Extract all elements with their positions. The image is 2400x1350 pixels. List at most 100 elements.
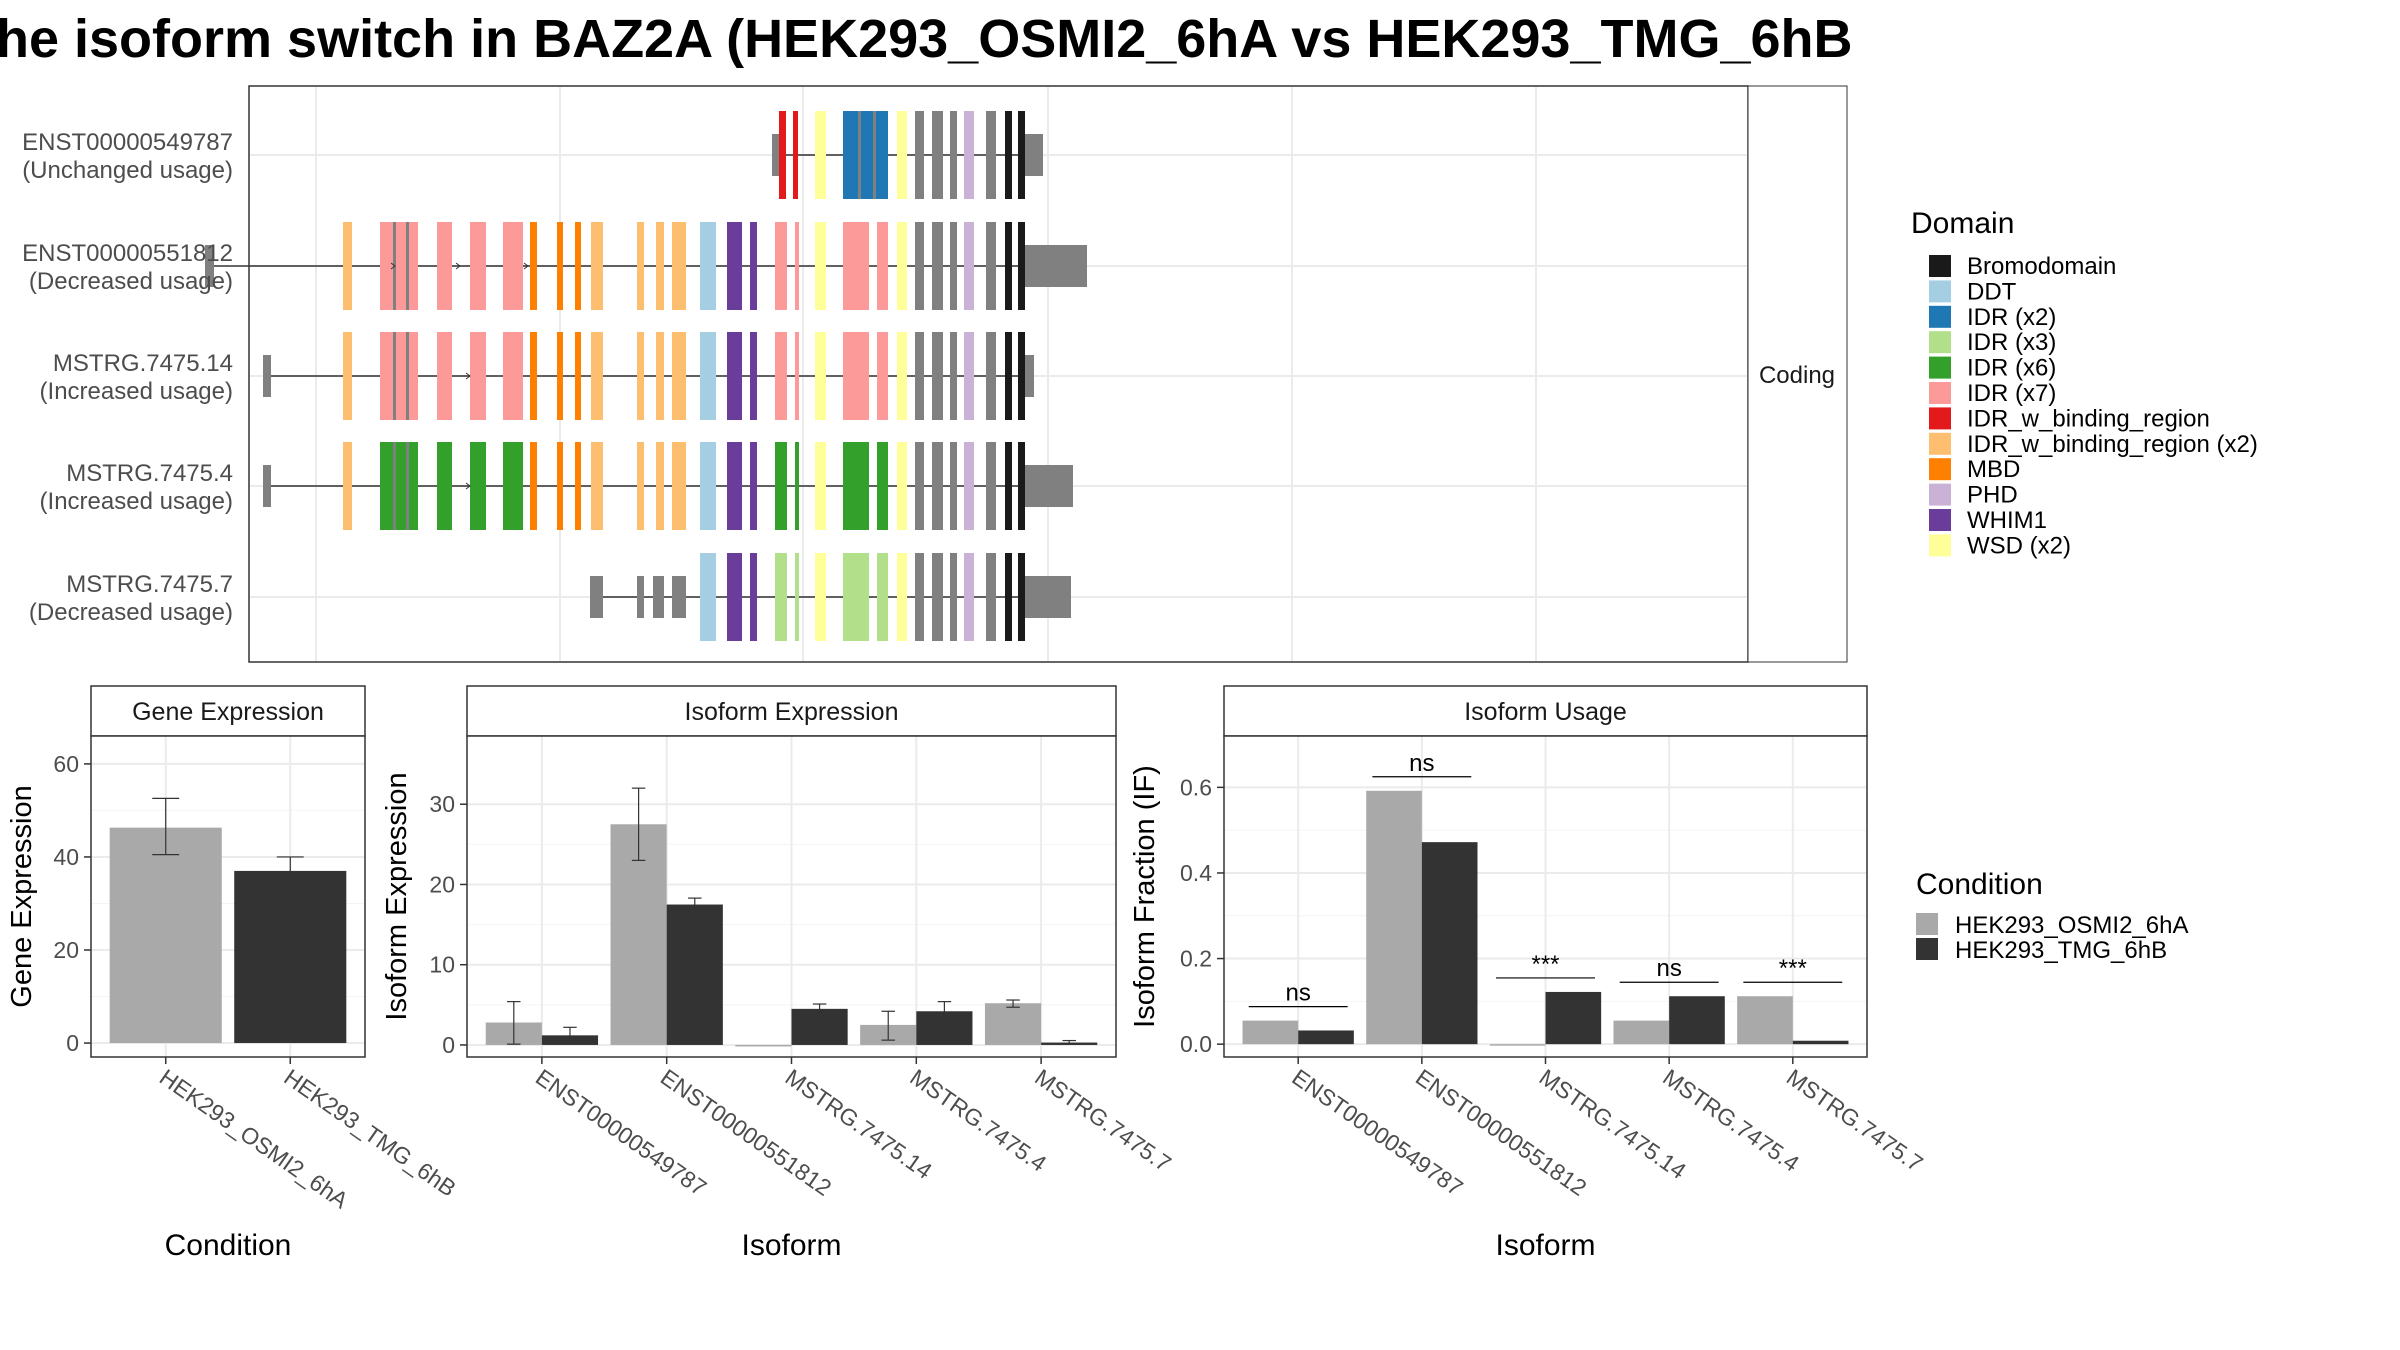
domain-label: IDR_w_binding_region [1967, 405, 2210, 432]
coding-exon [877, 442, 888, 530]
intron-arrow [455, 262, 461, 270]
coding-exon [915, 553, 924, 641]
domain-swatch [1929, 407, 1951, 430]
coding-exon [727, 332, 742, 420]
coding-exon [700, 442, 716, 530]
coding-exon [1018, 111, 1025, 199]
coding-exon [637, 442, 644, 530]
coding-exon [915, 111, 924, 199]
coding-exon [986, 553, 996, 641]
bar [1737, 996, 1793, 1045]
utr-exon [1025, 355, 1034, 397]
coding-exon [700, 553, 716, 641]
domain-legend-title: Domain [1911, 207, 2014, 240]
transcript-usage: (Increased usage) [40, 488, 233, 515]
transcript-id: ENST00000549787 [22, 129, 233, 156]
y-axis-title: Isoform Expression [381, 772, 413, 1020]
coding-exon [637, 222, 644, 310]
domain-label: IDR (x7) [1967, 380, 2056, 407]
x-axis-title: Condition [165, 1229, 292, 1262]
x-tick-label: MSTRG.7475.7 [1030, 1064, 1176, 1177]
y-tick-label: 60 [53, 751, 79, 777]
coding-exon [1005, 442, 1012, 530]
coding-exon [437, 442, 452, 530]
domain-label: PHD [1967, 482, 2018, 509]
transcript-usage: (Decreased usage) [29, 268, 233, 295]
exon-boundary [406, 222, 409, 310]
coding-exon [700, 332, 716, 420]
condition-legend-title: Condition [1916, 868, 2043, 901]
domain-swatch [1929, 509, 1951, 531]
domain-label: IDR (x2) [1967, 304, 2056, 331]
coding-exon [470, 332, 486, 420]
coding-exon [727, 442, 742, 530]
significance-label: ns [1286, 980, 1311, 1007]
transcript-row [263, 332, 1034, 420]
coding-exon [591, 442, 603, 530]
coding-exon [915, 222, 924, 310]
y-axis-title: Gene Expression [6, 785, 38, 1007]
coding-exon [700, 222, 716, 310]
coding-exon [950, 111, 957, 199]
utr-exon [672, 576, 686, 618]
significance-label: *** [1779, 955, 1807, 982]
y-tick-label: 0 [442, 1032, 455, 1058]
coding-exon [843, 332, 869, 420]
domain-label: WHIM1 [1967, 507, 2047, 534]
coding-exon [470, 222, 486, 310]
domain-label: IDR (x6) [1967, 355, 2056, 382]
coding-exon [779, 111, 786, 199]
coding-exon [950, 553, 957, 641]
coding-exon [793, 111, 798, 199]
coding-exon [530, 222, 537, 310]
coding-exon [672, 332, 686, 420]
coding-exon [986, 442, 996, 530]
coding-exon [877, 332, 888, 420]
significance-label: *** [1531, 951, 1559, 978]
strip-box [90, 685, 366, 737]
utr-exon [1025, 134, 1043, 176]
x-axis-title: Isoform [1495, 1229, 1595, 1262]
domain-label: MBD [1967, 456, 2020, 483]
coding-exon [775, 332, 787, 420]
intron-arrow [465, 372, 471, 380]
transcript-id: ENST00000551812 [22, 240, 233, 267]
coding-exon [915, 332, 924, 420]
exon-boundary [873, 111, 876, 199]
coding-exon [727, 553, 742, 641]
exon-boundary [393, 332, 396, 420]
coding-exon [750, 222, 757, 310]
coding-exon [932, 442, 943, 530]
intron-arrow [390, 262, 396, 270]
facet-label: Coding [1759, 362, 1835, 389]
coding-exon [964, 442, 974, 530]
bar [1366, 790, 1422, 1045]
coding-exon [775, 222, 787, 310]
coding-exon [1018, 222, 1025, 310]
coding-exon [775, 442, 787, 530]
transcript-structure-panel: ENST00000549787(Unchanged usage) ENST0000… [22, 85, 1848, 663]
isoform-expression-chart: Isoform Expression0102030ENST00000549787… [381, 685, 1176, 1262]
coding-exon [897, 332, 907, 420]
coding-exon [964, 553, 974, 641]
transcript-labels: ENST00000549787(Unchanged usage) ENST0000… [22, 129, 233, 626]
coding-exon [815, 222, 826, 310]
y-tick-label: 0.0 [1180, 1031, 1212, 1057]
coding-exon [950, 442, 957, 530]
coding-exon [380, 332, 418, 420]
transcript-id: MSTRG.7475.14 [53, 350, 233, 377]
coding-exon [1005, 332, 1012, 420]
y-tick-label: 30 [429, 791, 455, 817]
coding-exon [575, 222, 581, 310]
coding-exon [932, 553, 943, 641]
bar [109, 827, 222, 1044]
bar [1792, 1040, 1849, 1045]
coding-exon [750, 442, 757, 530]
strip-title: Isoform Expression [685, 698, 899, 726]
coding-exon [343, 442, 352, 530]
y-tick-label: 40 [53, 844, 79, 870]
bar [1545, 991, 1602, 1045]
coding-exon [897, 442, 907, 530]
